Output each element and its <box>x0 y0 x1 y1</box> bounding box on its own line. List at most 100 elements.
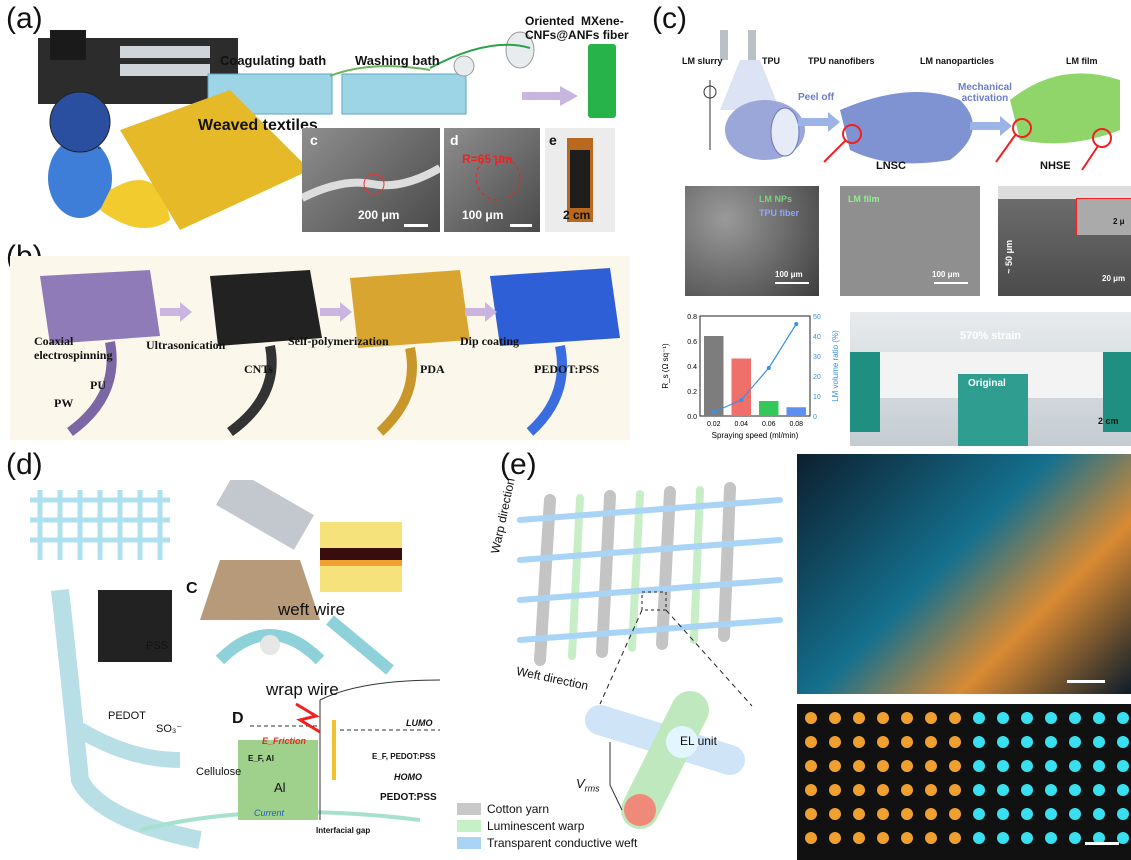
el-dot <box>1069 760 1081 772</box>
weft-wire-label: weft wire <box>278 600 346 619</box>
el-dot <box>973 832 985 844</box>
el-dot <box>1021 712 1033 724</box>
panel-e-legend: Cotton yarn Luminescent warp Transparent c… <box>457 800 637 851</box>
el-dot <box>973 808 985 820</box>
panel-d-illustration <box>30 480 441 849</box>
lm-film-label: LM film <box>1066 56 1098 66</box>
el-dot <box>901 808 913 820</box>
sem3-inset: 2 μ <box>1076 198 1131 236</box>
el-dot <box>853 712 865 724</box>
el-dot <box>925 808 937 820</box>
nhse-label: NHSE <box>1040 160 1071 172</box>
el-dot <box>1045 736 1057 748</box>
ef-pedot-label: E_F, PEDOT:PSS <box>372 752 436 761</box>
line-point <box>794 322 799 326</box>
y-tick-label: 0.0 <box>687 414 697 421</box>
legend-label: Transparent conductive weft <box>487 835 638 850</box>
el-dot <box>997 712 1009 724</box>
scale-label-d: 100 μm <box>462 208 504 222</box>
el-dot <box>829 736 841 748</box>
legend-item: Cotton yarn <box>457 800 637 817</box>
sem-image-c: c 200 μm <box>302 128 440 232</box>
el-dot <box>949 760 961 772</box>
scalebar-c <box>404 224 428 227</box>
el-dot <box>877 784 889 796</box>
el-dot <box>853 760 865 772</box>
el-dot <box>1069 784 1081 796</box>
sem3-inset-label: 2 μ <box>1113 217 1125 226</box>
x-tick-label: 0.08 <box>789 421 803 428</box>
el-dot <box>1045 808 1057 820</box>
mechanical-activation-label: Mechanical activation <box>958 82 1012 104</box>
legend-item: Luminescent warp <box>457 817 637 834</box>
scalebar-d <box>510 224 532 227</box>
el-dot <box>805 784 817 796</box>
line-series <box>713 323 797 413</box>
scalebar-sem2 <box>934 282 968 284</box>
el-dot <box>973 712 985 724</box>
sub-label-d: d <box>450 132 459 148</box>
weaved-textiles-label: Weaved textiles <box>198 117 318 134</box>
y2-tick-label: 30 <box>813 354 821 361</box>
line-point <box>739 398 744 402</box>
el-dot <box>949 712 961 724</box>
el-dot <box>1045 712 1057 724</box>
bar <box>704 336 724 416</box>
sem2-scale-label: 100 μm <box>932 270 960 279</box>
sub-label-c-d: C <box>186 580 198 597</box>
sem-lm-film: LM film 100 μm <box>840 186 980 296</box>
panel-b-illustration <box>40 268 620 437</box>
el-dot <box>805 712 817 724</box>
pedot-pss-layer-label: PEDOT:PSS <box>380 792 437 803</box>
tpu-nanofibers-label: TPU nanofibers <box>808 56 875 66</box>
el-dot <box>1045 784 1057 796</box>
el-dot <box>1021 736 1033 748</box>
pu-label: PU <box>90 378 106 392</box>
el-dot <box>1093 832 1105 844</box>
el-dot <box>877 808 889 820</box>
photo-scalebar-top <box>1067 680 1105 683</box>
el-dot <box>901 712 913 724</box>
scalebar-sem1 <box>775 282 809 284</box>
el-dot <box>1069 832 1081 844</box>
el-dot <box>973 760 985 772</box>
panel-letter-d: (d) <box>6 448 43 481</box>
el-dot <box>997 760 1009 772</box>
rs-chart: 0.02 0.04 0.06 0.08 0.0 0.2 0.4 0.6 0.8 0 10 20 30 40… <box>661 314 840 440</box>
scale-label-e: 2 cm <box>563 208 591 222</box>
bar <box>759 401 779 416</box>
bar <box>786 407 806 416</box>
legend-swatch <box>457 836 481 849</box>
y-tick-label: 0.8 <box>687 314 697 321</box>
panel-c-schematic <box>703 30 1120 171</box>
original-sample: Original <box>958 374 1028 446</box>
sem3-scale-label: 20 μm <box>1102 274 1126 283</box>
el-dot <box>1093 784 1105 796</box>
lumo-label: LUMO <box>406 718 433 728</box>
el-dot <box>901 784 913 796</box>
el-dot <box>1069 808 1081 820</box>
cellulose-label: Cellulose <box>196 766 242 778</box>
y2-tick-label: 0 <box>813 414 817 421</box>
el-dot <box>1021 760 1033 772</box>
scale-label-c: 200 μm <box>358 208 400 222</box>
radius-label-d: R=65 μm <box>462 152 513 166</box>
bar <box>731 358 751 416</box>
el-dot <box>1045 760 1057 772</box>
left-glove <box>850 352 880 432</box>
y2-tick-label: 20 <box>813 374 821 381</box>
y-tick-label: 0.6 <box>687 339 697 346</box>
el-dot <box>925 832 937 844</box>
el-dot <box>997 736 1009 748</box>
el-dot <box>829 808 841 820</box>
ef-al-label: E_F, Al <box>248 754 274 763</box>
lm-nps-label: LM NPs <box>759 194 793 204</box>
vrms-symbol: V <box>576 776 585 791</box>
el-dot <box>805 736 817 748</box>
el-dot <box>973 784 985 796</box>
el-dot <box>829 832 841 844</box>
photo-scalebar-bottom <box>1085 842 1119 845</box>
el-dot <box>1093 760 1105 772</box>
el-dot <box>1093 712 1105 724</box>
sem-cross-section: 2 μ ~ 50 μm 20 μm <box>998 186 1131 296</box>
